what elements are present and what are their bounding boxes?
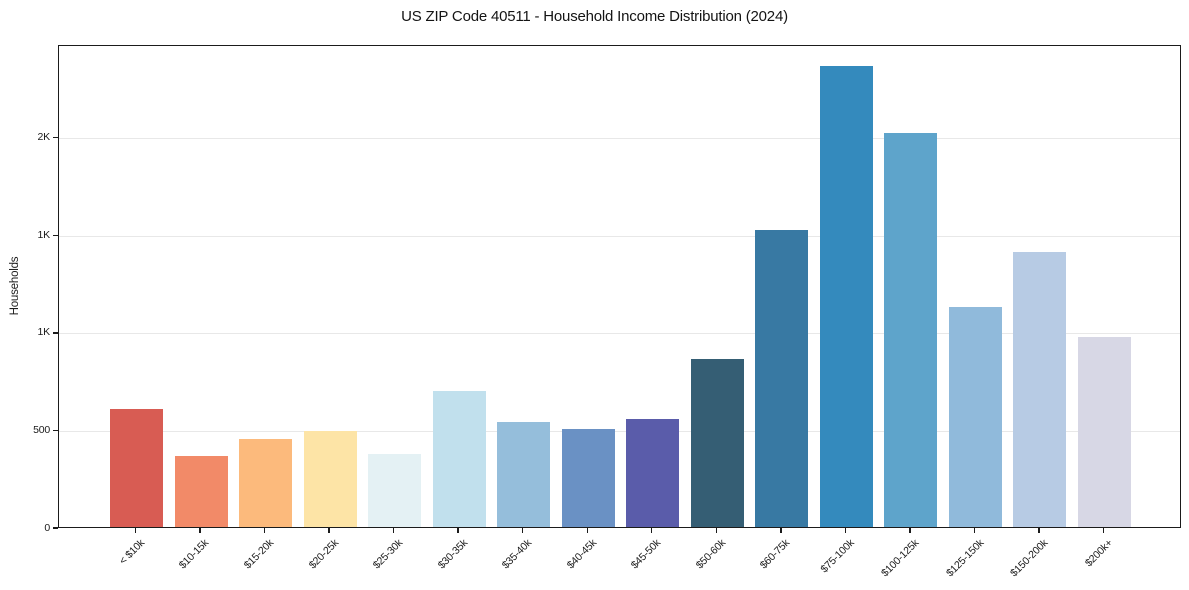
x-tick-mark [328,528,330,533]
bar [755,230,809,527]
chart-title: US ZIP Code 40511 - Household Income Dis… [401,8,788,25]
x-tick-label: $25-30k [370,537,406,572]
x-tick-mark [1038,528,1040,533]
x-tick-label: $45-50k [628,537,664,572]
gridline [59,333,1180,335]
x-tick-label: $60-75k [757,537,793,572]
x-tick-label: $35-40k [499,537,535,572]
plot-area [58,45,1181,528]
bar [1078,336,1131,527]
x-tick-label: $10-15k [177,537,212,572]
x-tick-mark [780,528,782,533]
bar [239,439,293,527]
bar [561,429,615,527]
x-tick-mark [522,528,524,533]
x-tick-mark [909,528,911,533]
x-tick-mark [134,528,137,533]
y-axis-title: Households [9,256,21,316]
x-tick-label: $100-125k [879,537,922,580]
x-tick-mark [457,528,459,533]
y-tick-mark [53,332,58,334]
y-tick-mark [53,136,58,139]
bar [819,66,873,527]
x-tick-label: < $10k [116,537,147,568]
bar [690,359,744,527]
y-tick-label: 2K [37,131,51,144]
x-tick-label: $30-35k [435,537,470,572]
x-tick-mark [586,528,588,533]
x-tick-label: $75-100k [818,537,857,576]
gridline [59,235,1180,237]
x-tick-mark [199,528,201,533]
x-tick-mark [715,528,717,533]
bar [1013,251,1067,527]
x-tick-mark [651,528,653,533]
gridline [59,138,1180,140]
bar [948,307,1002,527]
y-axis-title-wrap: Households [5,246,23,326]
x-tick-label: $20-25k [306,537,341,572]
x-tick-mark [1102,528,1105,533]
bar [432,391,486,527]
bar [174,455,228,527]
x-tick-label: $200k+ [1082,537,1115,570]
x-tick-label: $15-20k [241,537,277,572]
bar [884,132,938,527]
x-tick-label: $125-150k [943,537,986,580]
x-tick-label: $40-45k [564,537,599,572]
bar [303,431,357,527]
y-tick-label: 0 [44,521,50,534]
gridline [59,430,1180,432]
x-tick-label: $150-200k [1008,537,1051,580]
bar [497,421,551,527]
y-tick-mark [53,527,58,529]
y-tick-mark [53,429,58,432]
x-tick-mark [263,528,266,533]
y-tick-label: 1K [37,228,51,241]
bar [110,408,163,527]
x-tick-label: $50-60k [693,537,728,572]
y-tick-label: 1K [37,326,51,339]
y-tick-mark [53,234,58,236]
x-tick-mark [392,528,395,533]
bar [626,418,680,527]
x-tick-mark [844,528,847,533]
x-tick-mark [973,528,976,533]
y-tick-label: 500 [33,423,50,436]
bar [368,453,422,527]
